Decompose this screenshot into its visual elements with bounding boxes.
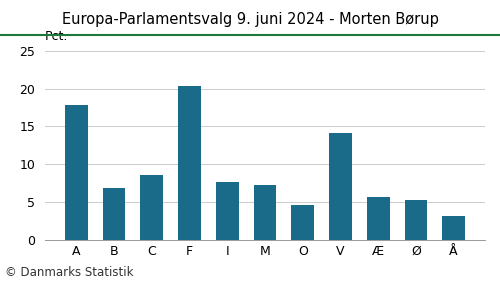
Bar	[216, 182, 238, 240]
Bar	[140, 175, 163, 240]
Text: Pct.: Pct.	[45, 30, 68, 43]
Bar	[292, 205, 314, 240]
Bar	[329, 133, 352, 240]
Bar	[404, 201, 427, 240]
Text: Europa-Parlamentsvalg 9. juni 2024 - Morten Børup: Europa-Parlamentsvalg 9. juni 2024 - Mor…	[62, 12, 438, 27]
Bar	[102, 188, 126, 240]
Text: © Danmarks Statistik: © Danmarks Statistik	[5, 266, 134, 279]
Bar	[65, 105, 88, 240]
Bar	[367, 197, 390, 240]
Bar	[442, 216, 465, 240]
Bar	[254, 184, 276, 240]
Bar	[178, 86, 201, 240]
